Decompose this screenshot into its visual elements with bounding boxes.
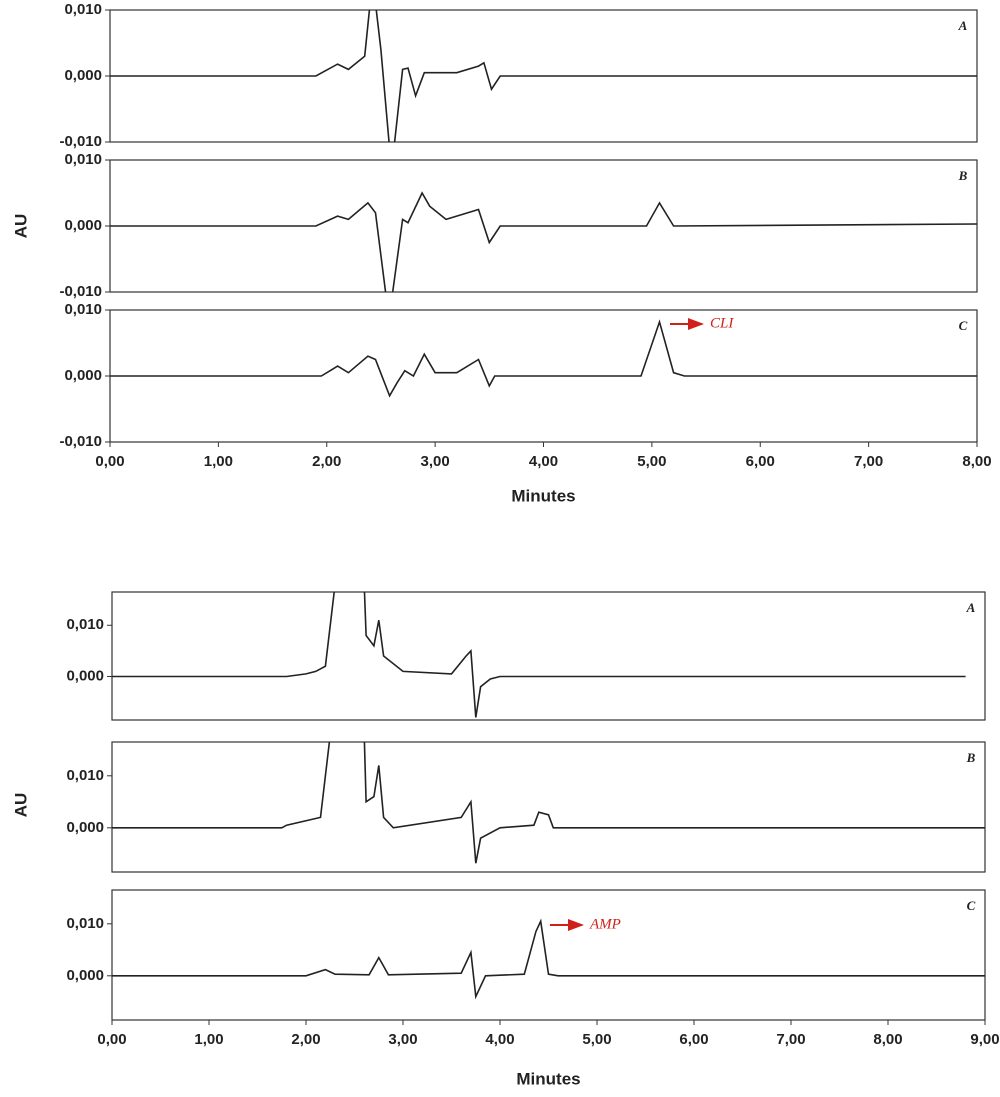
y-tick-label: 0,000 (64, 217, 102, 234)
y-tick-label: 0,000 (66, 667, 104, 684)
y-tick-label: 0,010 (64, 1, 102, 18)
x-tick-label: 7,00 (854, 453, 883, 470)
panel-label: A (958, 18, 968, 33)
x-tick-label: 9,00 (970, 1031, 999, 1048)
x-tick-label: 3,00 (388, 1031, 417, 1048)
trace (112, 742, 985, 864)
x-tick-label: 0,00 (95, 453, 124, 470)
x-tick-label: 8,00 (873, 1031, 902, 1048)
panel-frame (111, 591, 986, 721)
panel-label: B (966, 750, 976, 765)
trace (112, 592, 966, 718)
y-tick-label: 0,010 (64, 301, 102, 318)
y-tick-label: 0,010 (66, 767, 104, 784)
trace (112, 918, 985, 1000)
y-tick-label: 0,000 (66, 967, 104, 984)
x-tick-label: 4,00 (529, 453, 558, 470)
panel-frame (111, 741, 986, 873)
y-tick-label: 0,010 (64, 151, 102, 168)
panel-label: C (959, 318, 968, 333)
y-tick-label: -0,010 (59, 133, 102, 150)
x-tick-label: 2,00 (312, 453, 341, 470)
x-tick-label: 3,00 (421, 453, 450, 470)
y-axis-label: AU (11, 793, 30, 818)
x-axis-label: Minutes (516, 1069, 580, 1088)
y-tick-label: 0,010 (66, 915, 104, 932)
trace (110, 191, 977, 292)
x-tick-label: 5,00 (637, 453, 666, 470)
x-tick-label: 1,00 (204, 453, 233, 470)
trace (110, 10, 977, 142)
trace (110, 319, 977, 398)
x-tick-label: 7,00 (776, 1031, 805, 1048)
x-tick-label: 5,00 (582, 1031, 611, 1048)
x-tick-label: 4,00 (485, 1031, 514, 1048)
panel-label: B (958, 168, 968, 183)
y-tick-label: 0,000 (64, 367, 102, 384)
x-tick-label: 6,00 (679, 1031, 708, 1048)
y-tick-label: -0,010 (59, 283, 102, 300)
x-tick-label: 0,00 (97, 1031, 126, 1048)
x-tick-label: 6,00 (746, 453, 775, 470)
y-tick-label: 0,000 (64, 67, 102, 84)
y-tick-label: -0,010 (59, 433, 102, 450)
y-tick-label: 0,000 (66, 819, 104, 836)
annotation: CLI (710, 315, 734, 331)
x-tick-label: 8,00 (962, 453, 991, 470)
x-tick-label: 1,00 (194, 1031, 223, 1048)
y-axis-label: AU (11, 214, 30, 239)
panel-frame (111, 889, 986, 1021)
panel-label: A (966, 600, 976, 615)
y-tick-label: 0,010 (66, 616, 104, 633)
x-axis-label: Minutes (511, 486, 575, 505)
x-tick-label: 2,00 (291, 1031, 320, 1048)
panel-label: C (967, 898, 976, 913)
annotation: AMP (589, 916, 621, 932)
